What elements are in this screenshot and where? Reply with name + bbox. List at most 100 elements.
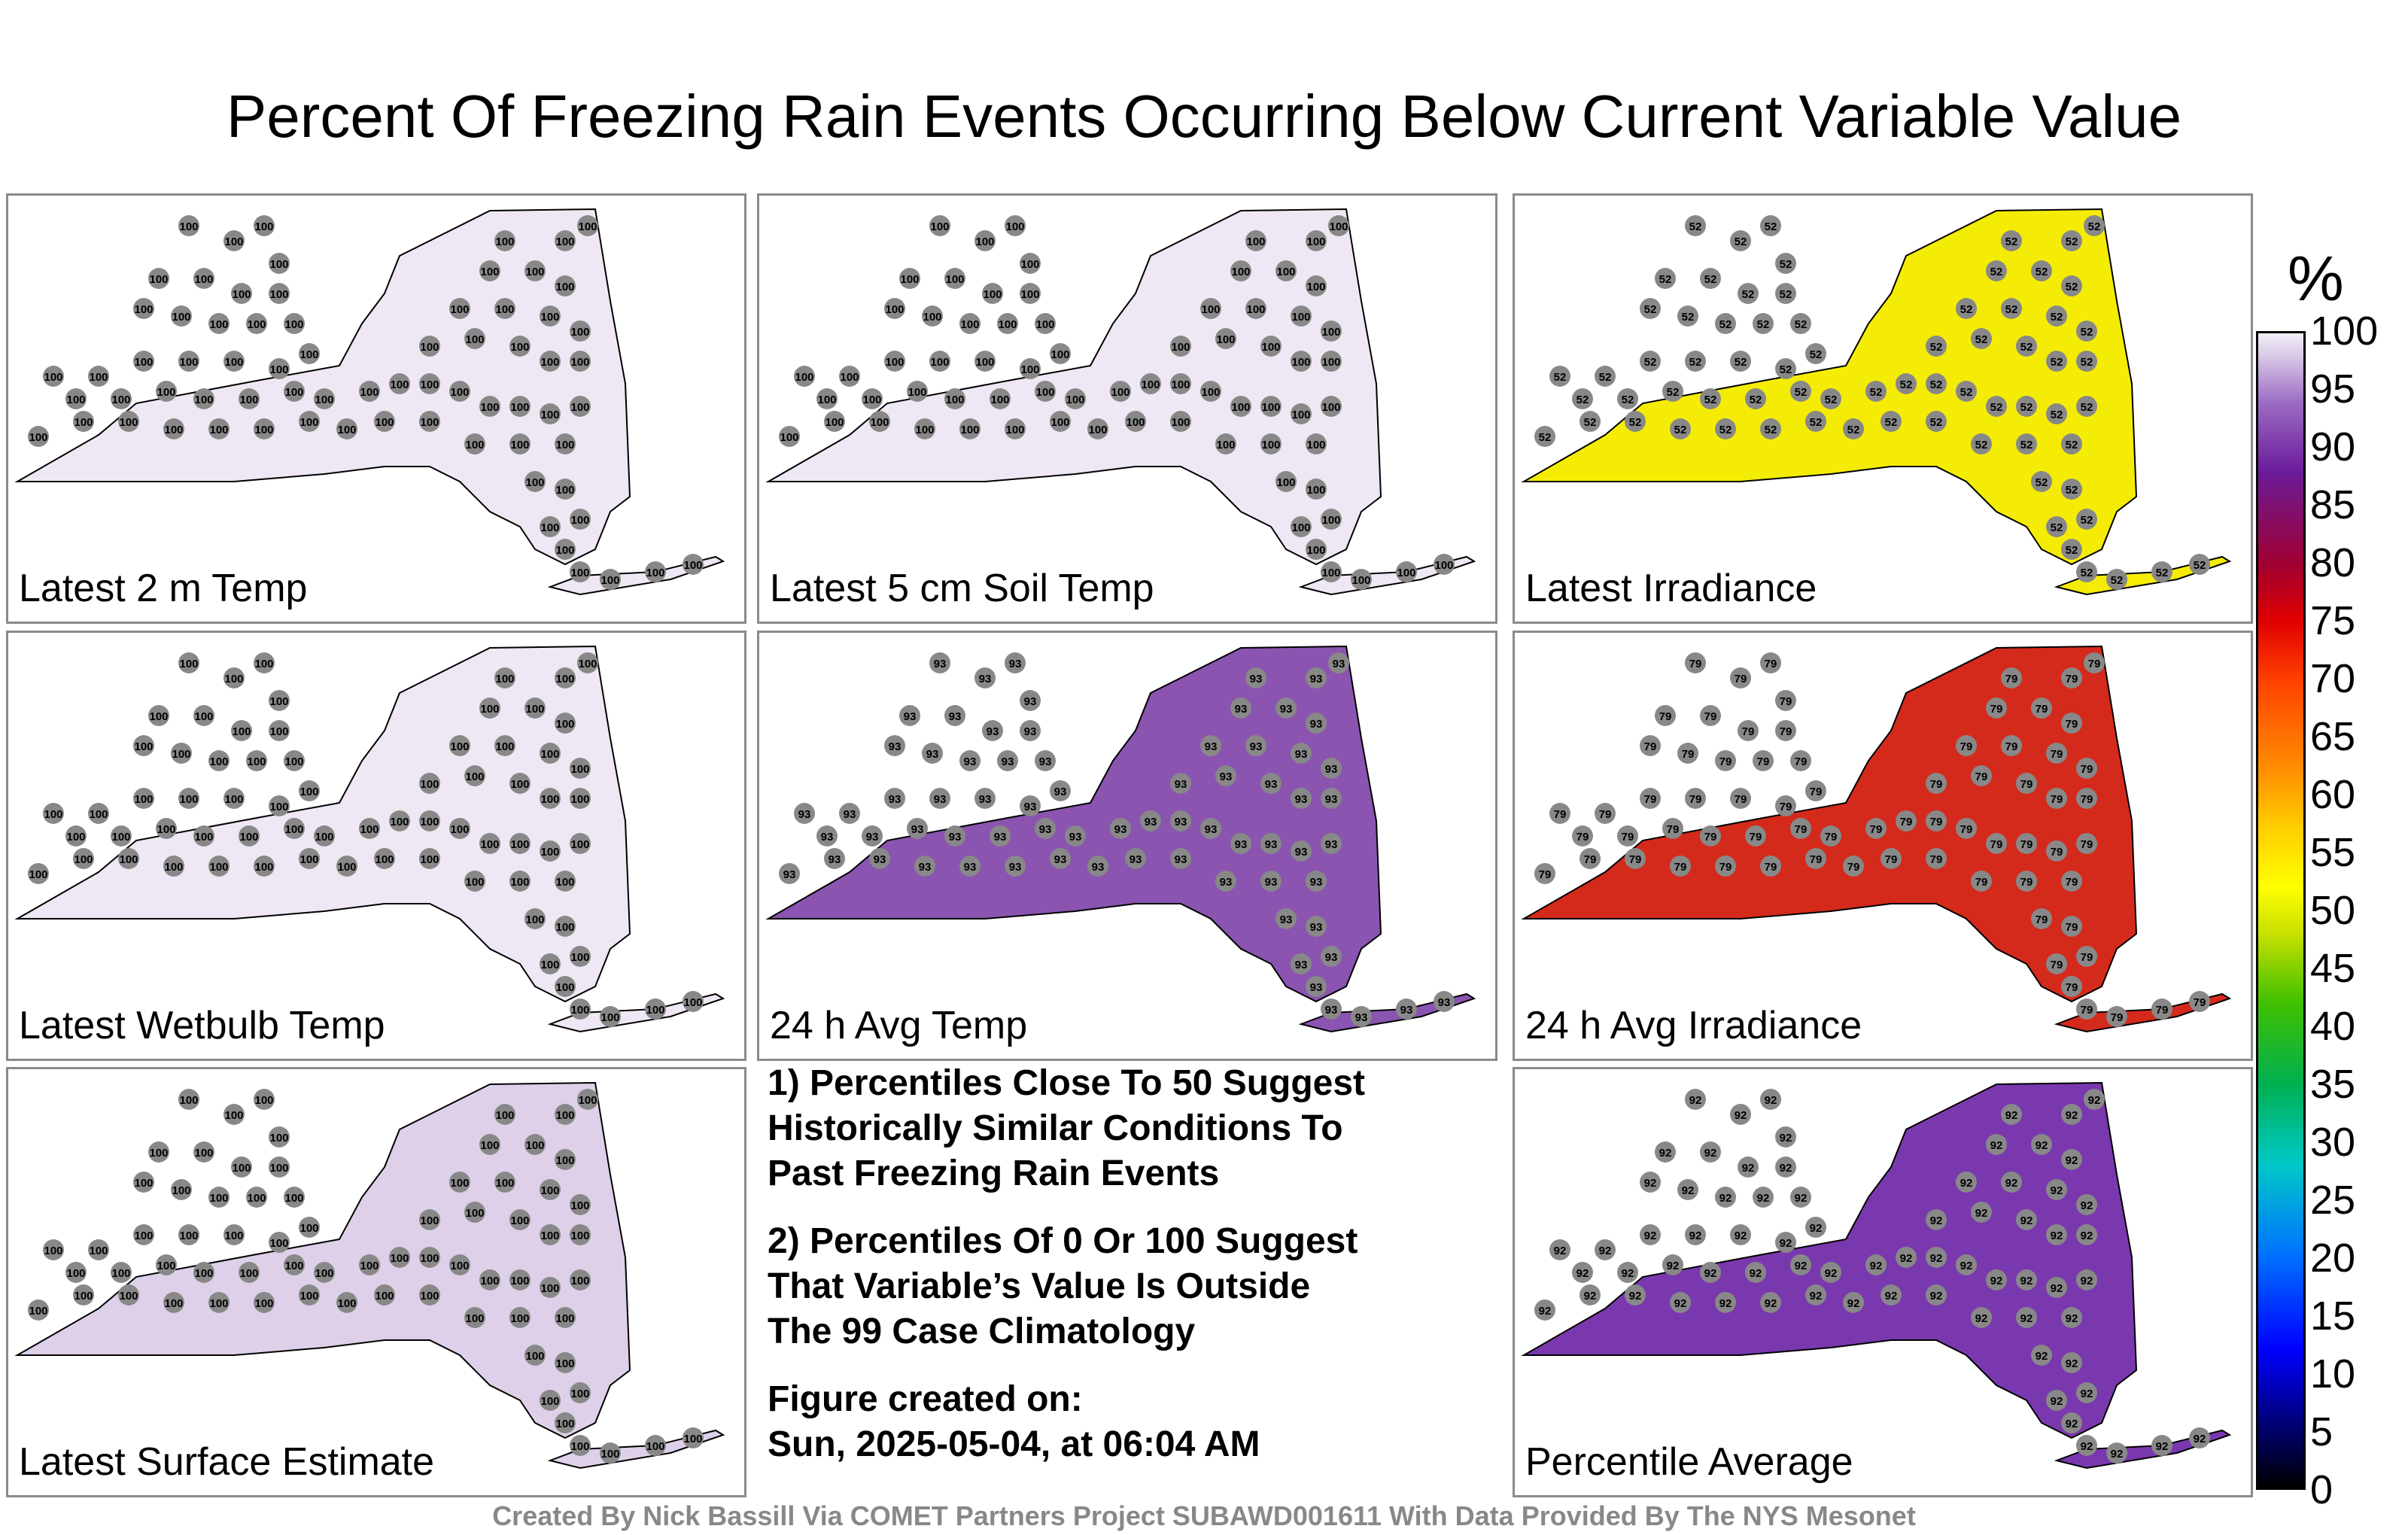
station-value: 100 [915,424,934,436]
station-dot [208,418,230,439]
station-dot [862,825,883,847]
station-dot [1200,381,1221,402]
station-value: 100 [1276,476,1295,489]
station-value: 100 [885,356,904,369]
station-dot [374,411,395,432]
station-value: 93 [1355,1011,1368,1024]
station-value: 100 [1020,288,1039,301]
station-value: 100 [540,748,559,761]
station-dot [540,840,561,862]
station-value: 100 [134,1230,153,1242]
station-dot [1880,411,1902,432]
station-value: 100 [450,1260,469,1272]
station-value: 100 [254,1297,273,1310]
station-value: 52 [1719,318,1732,331]
station-value: 93 [1024,801,1037,813]
station-value: 52 [1599,371,1612,384]
station-dot [570,1382,591,1403]
station-dot [2001,667,2022,688]
station-value: 93 [1145,816,1157,828]
station-dot [1730,1104,1751,1125]
station-dot [2001,1172,2022,1193]
station-dot [299,1284,320,1306]
station-dot [959,750,981,771]
station-value: 52 [1900,378,1913,391]
station-value: 100 [465,439,484,451]
station-value: 52 [2111,574,2124,587]
ny-map: 100 100 100 100 100 100 100 100 100 100 100 100 100 1… [765,208,1476,596]
station-value: 92 [1735,1230,1747,1242]
station-dot [1245,298,1266,319]
station-dot [1730,230,1751,251]
colorbar-tick-label: 0 [2310,1467,2334,1512]
station-dot [118,1284,139,1306]
station-value: 93 [1310,876,1323,889]
station-dot [208,1292,230,1313]
station-value: 79 [1847,861,1860,874]
station-dot [914,418,935,439]
station-dot [1971,328,1992,349]
station-value: 100 [1291,409,1310,421]
station-value: 100 [44,371,62,384]
station-value: 100 [540,409,559,421]
station-value: 93 [1265,838,1278,851]
station-dot [1820,388,1841,409]
station-value: 100 [990,394,1009,406]
station-value: 52 [2051,311,2063,324]
station-value: 100 [247,755,266,768]
station-value: 100 [1397,567,1415,579]
colorbar-tick-label: 15 [2310,1293,2356,1339]
station-dot [284,750,305,771]
station-value: 100 [465,1312,484,1325]
station-dot [645,561,666,582]
station-value: 100 [119,416,138,429]
station-value: 93 [1310,981,1323,994]
station-value: 52 [1735,236,1747,248]
station-dot [1579,1284,1601,1306]
station-dot [419,773,440,794]
station-value: 100 [510,401,529,414]
station-dot [1790,1187,1811,1208]
station-value: 100 [465,1207,484,1220]
station-dot [555,1352,576,1373]
station-dot [959,856,981,877]
station-dot [314,388,335,409]
state-outline [765,208,1382,566]
station-dot [2046,1179,2067,1200]
station-dot [1170,810,1191,831]
station-value: 52 [1644,303,1657,316]
station-dot [2189,991,2210,1012]
map-panel-latest-2m-temp: 100 100 100 100 100 100 100 100 100 100 100 100 100 1… [6,193,746,624]
station-dot [929,652,950,673]
station-dot [1745,388,1766,409]
station-value: 93 [1220,771,1233,783]
station-value: 100 [89,808,108,821]
station-dot [1865,1254,1887,1275]
station-dot [479,1269,500,1290]
station-dot [1760,215,1781,236]
station-value: 100 [157,823,175,836]
station-dot [839,803,860,824]
station-value: 100 [555,1418,574,1430]
station-value: 100 [510,838,529,851]
station-value: 100 [480,1275,499,1287]
station-dot [524,908,546,929]
station-dot [509,396,531,417]
station-dot [133,1224,154,1245]
station-dot [1275,260,1297,281]
station-dot [2001,298,2022,319]
station-dot [1986,1269,2007,1290]
station-dot [1926,810,1947,831]
station-value: 100 [420,1290,439,1302]
station-dot [944,825,965,847]
station-dot [914,856,935,877]
station-dot [1738,1157,1759,1178]
station-dot [555,916,576,937]
station-dot [1275,471,1297,492]
station-value: 100 [510,1214,529,1227]
station-dot [1260,396,1282,417]
station-dot [2076,321,2097,342]
station-value: 52 [2081,401,2093,414]
station-value: 79 [1990,703,2003,716]
station-value: 100 [465,876,484,889]
